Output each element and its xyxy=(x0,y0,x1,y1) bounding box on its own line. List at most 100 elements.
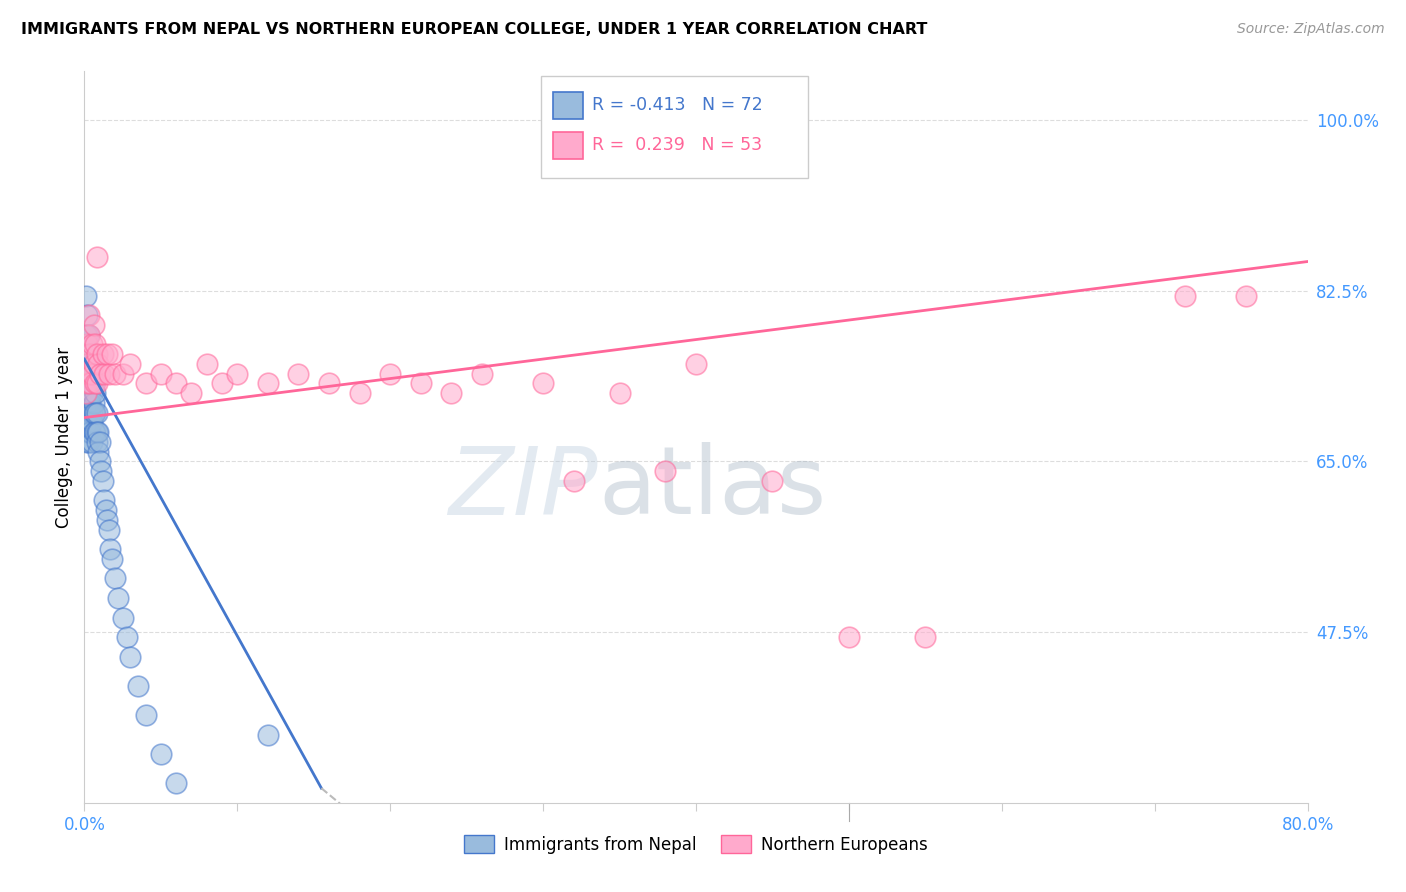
Point xyxy=(89,367,111,381)
Point xyxy=(84,406,107,420)
Point xyxy=(318,376,340,391)
Point xyxy=(76,396,98,410)
Point xyxy=(80,357,103,371)
Point xyxy=(76,357,98,371)
Point xyxy=(84,337,107,351)
Point xyxy=(89,454,111,468)
Point xyxy=(685,357,707,371)
Point xyxy=(77,308,100,322)
Point xyxy=(79,416,101,430)
Point xyxy=(531,376,554,391)
Point xyxy=(149,747,172,761)
Point xyxy=(79,347,101,361)
Point xyxy=(120,649,142,664)
Point xyxy=(76,386,98,401)
Point xyxy=(79,347,101,361)
Point xyxy=(195,357,218,371)
Point xyxy=(93,367,115,381)
Point xyxy=(101,347,124,361)
Point xyxy=(79,425,101,440)
Point xyxy=(76,376,98,391)
Point xyxy=(80,406,103,420)
Point xyxy=(135,376,157,391)
Point xyxy=(97,367,120,381)
Point xyxy=(1236,288,1258,302)
Point xyxy=(84,376,107,391)
Point xyxy=(165,376,187,391)
Point xyxy=(77,416,100,430)
Point xyxy=(195,815,218,830)
Point xyxy=(83,318,105,332)
Point xyxy=(79,367,101,381)
Point xyxy=(101,552,124,566)
Point xyxy=(76,327,98,342)
Point xyxy=(97,523,120,537)
Text: Source: ZipAtlas.com: Source: ZipAtlas.com xyxy=(1237,22,1385,37)
Point xyxy=(115,630,138,644)
Point xyxy=(1174,288,1197,302)
Point xyxy=(94,503,117,517)
Point xyxy=(104,367,127,381)
Point xyxy=(76,337,98,351)
Point xyxy=(76,416,98,430)
Point xyxy=(76,308,98,322)
Point xyxy=(440,386,463,401)
Point xyxy=(75,327,97,342)
Point xyxy=(83,396,105,410)
Point xyxy=(93,493,115,508)
Point xyxy=(75,367,97,381)
Point xyxy=(83,425,105,440)
Point xyxy=(77,367,100,381)
Point xyxy=(127,679,149,693)
Point xyxy=(77,425,100,440)
Text: ZIP: ZIP xyxy=(449,442,598,533)
Point xyxy=(96,513,118,527)
Point xyxy=(79,396,101,410)
Point xyxy=(761,474,783,488)
Point xyxy=(257,376,280,391)
Point xyxy=(77,396,100,410)
Point xyxy=(89,434,111,449)
Point xyxy=(96,347,118,361)
Text: R = -0.413   N = 72: R = -0.413 N = 72 xyxy=(592,96,762,114)
Point xyxy=(80,386,103,401)
Point xyxy=(90,464,112,478)
Legend: Immigrants from Nepal, Northern Europeans: Immigrants from Nepal, Northern European… xyxy=(457,829,935,860)
Point xyxy=(77,347,100,361)
Point xyxy=(75,288,97,302)
Point xyxy=(83,357,105,371)
Point xyxy=(76,434,98,449)
Point xyxy=(104,572,127,586)
Point xyxy=(471,367,494,381)
Point xyxy=(86,376,108,391)
Point xyxy=(75,386,97,401)
Point xyxy=(84,386,107,401)
Point xyxy=(76,425,98,440)
Point xyxy=(86,425,108,440)
Point xyxy=(409,376,432,391)
Point xyxy=(165,776,187,790)
Point xyxy=(75,347,97,361)
Point xyxy=(83,376,105,391)
Point xyxy=(79,376,101,391)
Point xyxy=(91,474,114,488)
Point xyxy=(226,367,249,381)
Point xyxy=(86,347,108,361)
Point xyxy=(562,474,585,488)
Point xyxy=(76,406,98,420)
Point xyxy=(86,406,108,420)
Point xyxy=(257,727,280,741)
Point xyxy=(80,376,103,391)
Point xyxy=(80,434,103,449)
Point xyxy=(87,444,110,458)
Point xyxy=(211,376,233,391)
Point xyxy=(76,376,98,391)
Point xyxy=(86,250,108,264)
Point xyxy=(77,357,100,371)
Point xyxy=(83,406,105,420)
Point xyxy=(111,610,134,624)
Point xyxy=(149,367,172,381)
Point xyxy=(380,367,402,381)
Point xyxy=(87,425,110,440)
Point xyxy=(77,367,100,381)
